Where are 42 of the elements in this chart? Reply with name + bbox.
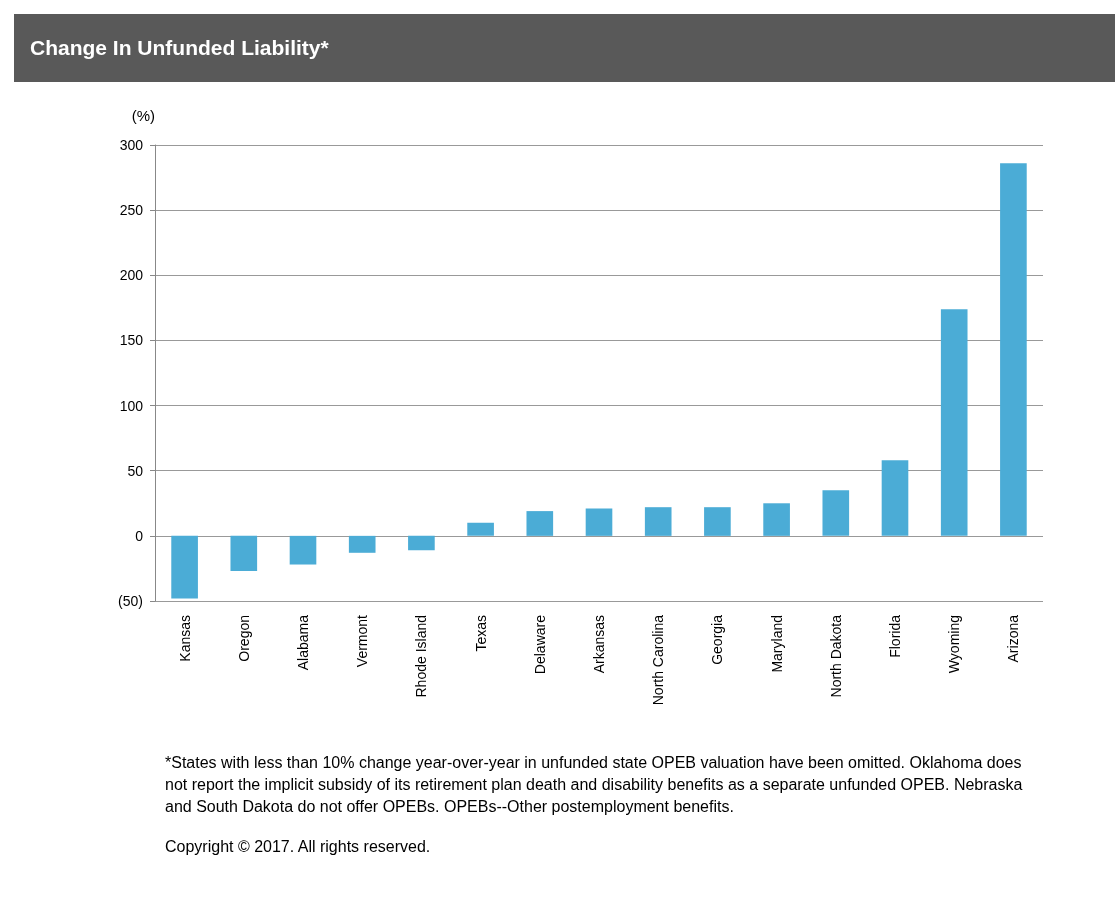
x-tick-label: Florida: [887, 614, 903, 658]
x-tick-label: Arkansas: [591, 615, 607, 674]
x-tick-label: Arizona: [1005, 614, 1022, 663]
bar: [585, 508, 613, 536]
x-tick-label: Wyoming: [946, 615, 963, 674]
y-tick-label: (50): [118, 593, 143, 609]
y-tick-label: 250: [119, 202, 144, 219]
x-tick-label: Rhode Island: [413, 615, 430, 698]
bar: [1000, 163, 1027, 536]
bar: [348, 535, 376, 553]
y-tick-label: 150: [119, 332, 144, 349]
x-tick-label: Texas: [472, 615, 489, 652]
bar: [408, 535, 435, 551]
text: *States with less than 10% change year-over-year in unfunded state OPEB valuation have been omitted. Oklahoma does not report the implicit subsidy of its retirement plan death and disability benefits as a separate unfunded OPEB. Nebraska and South Dakota do not offer OPEBs. OPEBs--Other postemployment benefits.: [165, 753, 1024, 817]
bar: [881, 460, 909, 536]
y-tick-label: 0: [135, 527, 144, 544]
y-tick-label: 100: [119, 397, 144, 414]
x-tick-label: Delaware: [531, 614, 548, 675]
chart-title: Change In Unfunded Liability*: [14, 14, 1115, 82]
x-tick-label: Oregon: [235, 615, 252, 662]
text: Copyright © 2017. All rights reserved.: [165, 837, 432, 857]
x-tick-label: North Dakota: [827, 614, 844, 698]
bar: [230, 535, 258, 572]
x-tick-label: North Carolina: [650, 614, 667, 706]
y-tick-label: 50: [127, 462, 144, 479]
bar: [644, 507, 672, 536]
y-tick-label: 200: [119, 267, 144, 284]
y-tick-label: 300: [119, 137, 144, 153]
bar: [171, 535, 198, 599]
bar: [763, 503, 790, 536]
bar: [822, 490, 850, 536]
bar: [704, 507, 731, 536]
bar: [940, 309, 968, 536]
y-axis-title: (%): [131, 107, 155, 124]
x-tick-label: Vermont: [354, 614, 371, 668]
x-tick-label: Maryland: [768, 615, 785, 673]
bar: [289, 535, 317, 565]
x-tick-label: Georgia: [709, 614, 726, 665]
x-tick-label: Kansas: [176, 615, 193, 662]
bar: [526, 511, 554, 536]
x-tick-label: Alabama: [295, 614, 311, 671]
bar: [467, 522, 494, 536]
